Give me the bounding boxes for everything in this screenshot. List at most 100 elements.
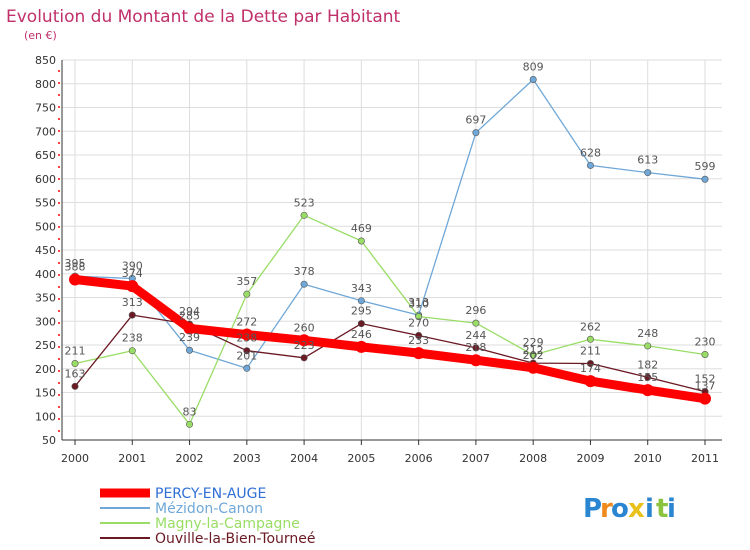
data-point	[701, 350, 709, 358]
data-label: 270	[408, 317, 429, 330]
data-point	[472, 129, 480, 137]
data-label: 378	[294, 265, 315, 278]
data-point	[300, 280, 308, 288]
data-point	[240, 328, 253, 341]
axis-decoration	[58, 322, 60, 324]
brand-letter: t	[656, 494, 668, 524]
y-tick-label: 800	[35, 78, 56, 91]
axis-decoration	[58, 334, 60, 336]
x-tick-label: 2010	[634, 452, 662, 465]
axis-decoration	[58, 178, 60, 180]
axis-decoration	[58, 166, 60, 168]
data-point	[357, 237, 365, 245]
data-label: 238	[236, 332, 257, 345]
y-tick-label: 50	[42, 434, 56, 447]
data-point	[415, 312, 423, 320]
y-tick-label: 850	[35, 54, 56, 67]
y-tick-label: 200	[35, 363, 56, 376]
axis-decoration	[58, 298, 60, 300]
data-label: 137	[695, 380, 716, 393]
x-tick-label: 2004	[290, 452, 318, 465]
data-label: 83	[183, 405, 197, 418]
data-label: 523	[294, 196, 315, 209]
legend-label: Ouville-la-Bien-Tourneé	[155, 531, 316, 547]
x-tick-label: 2006	[405, 452, 433, 465]
y-tick-label: 500	[35, 220, 56, 233]
y-tick-label: 750	[35, 102, 56, 115]
data-label: 163	[65, 367, 86, 380]
axis-decoration	[58, 238, 60, 240]
axis-decoration	[58, 346, 60, 348]
data-point	[699, 392, 711, 405]
data-label: 229	[523, 336, 544, 349]
data-point	[586, 360, 594, 368]
data-label: 628	[580, 146, 601, 159]
data-label: 182	[637, 358, 658, 371]
axis-decoration	[58, 382, 60, 384]
data-label: 310	[408, 298, 429, 311]
x-tick-label: 2000	[61, 452, 89, 465]
data-point	[586, 335, 594, 343]
x-tick-label: 2007	[462, 452, 490, 465]
data-point	[412, 347, 425, 360]
data-label: 230	[695, 336, 716, 349]
y-tick-label: 250	[35, 339, 56, 352]
data-point	[644, 169, 652, 177]
series-line-0	[70, 275, 710, 404]
data-label: 294	[179, 305, 200, 318]
axis-decoration	[58, 406, 60, 408]
data-point	[644, 342, 652, 350]
data-label: 211	[65, 345, 86, 358]
data-label: 223	[294, 339, 315, 352]
data-label: 262	[580, 320, 601, 333]
axis-decoration	[58, 190, 60, 192]
data-point	[357, 320, 365, 328]
data-point	[300, 354, 308, 362]
data-point	[186, 420, 194, 428]
axis-decoration	[58, 214, 60, 216]
data-point	[586, 161, 594, 169]
axis-decoration	[58, 82, 60, 84]
axis-decoration	[58, 310, 60, 312]
axis-decoration	[58, 130, 60, 132]
data-point	[69, 273, 81, 286]
data-label: 202	[523, 349, 544, 362]
data-point	[71, 382, 79, 390]
axis-decoration	[58, 430, 60, 432]
data-label: 357	[236, 275, 257, 288]
data-point	[243, 290, 251, 298]
x-tick-label: 2002	[176, 452, 204, 465]
data-point	[529, 351, 537, 359]
data-label: 285	[179, 309, 200, 322]
data-label: 246	[351, 328, 372, 341]
axis-decoration	[58, 70, 60, 72]
y-tick-label: 450	[35, 244, 56, 257]
axis-decoration	[58, 106, 60, 108]
data-label: 260	[294, 321, 315, 334]
y-tick-label: 600	[35, 173, 56, 186]
legend: PERCY-EN-AUGEMézidon-CanonMagny-la-Campa…	[100, 486, 316, 547]
data-label: 599	[695, 160, 716, 173]
data-point	[529, 75, 537, 83]
data-label: 155	[637, 371, 658, 384]
axis-decoration	[58, 262, 60, 264]
axis-decoration	[58, 94, 60, 96]
data-label: 248	[637, 327, 658, 340]
data-label: 613	[637, 154, 658, 167]
data-label: 343	[351, 282, 372, 295]
axes: 50 100 150 200 250 300 350 400 450 500 550 600 650 70…	[35, 54, 722, 465]
chart-title: Evolution du Montant de la Dette par Hab…	[6, 7, 401, 27]
data-point	[584, 375, 597, 388]
data-point	[415, 331, 423, 339]
x-tick-label: 2003	[233, 452, 261, 465]
data-label: 809	[523, 60, 544, 73]
axis-decoration	[58, 394, 60, 396]
data-label: 313	[408, 296, 429, 309]
axis-decoration	[58, 118, 60, 120]
data-point	[71, 360, 79, 368]
data-label: 390	[122, 260, 143, 273]
data-label: 374	[122, 267, 143, 280]
data-label: 218	[465, 341, 486, 354]
